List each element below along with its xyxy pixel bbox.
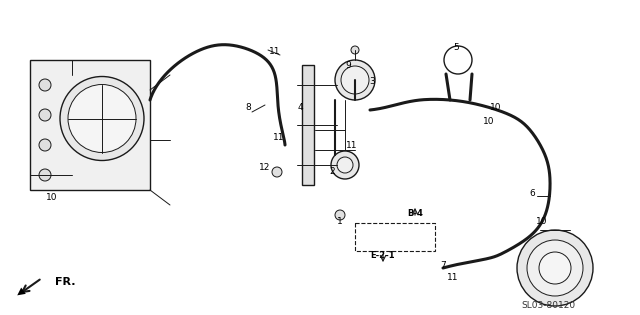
Text: 9: 9 [345, 61, 351, 71]
Text: 12: 12 [259, 163, 271, 173]
Circle shape [39, 169, 51, 181]
Text: 10: 10 [46, 193, 58, 203]
Text: 2: 2 [329, 168, 335, 176]
Text: E-2-1: E-2-1 [371, 251, 396, 261]
Circle shape [331, 151, 359, 179]
Circle shape [39, 109, 51, 121]
Text: SL03-80120: SL03-80120 [521, 301, 575, 310]
Circle shape [39, 139, 51, 151]
Bar [355, 223, 435, 251]
Text: 8: 8 [245, 104, 251, 112]
Circle shape [60, 77, 144, 161]
Text: 11: 11 [346, 140, 358, 150]
Text: 6: 6 [529, 188, 535, 198]
Text: FR.: FR. [55, 277, 76, 287]
Circle shape [539, 252, 571, 284]
Text: 11: 11 [269, 48, 281, 56]
Circle shape [341, 66, 369, 94]
Circle shape [351, 46, 359, 54]
Text: 1: 1 [337, 217, 343, 226]
Text: 11: 11 [273, 134, 285, 142]
Circle shape [517, 230, 593, 306]
Circle shape [337, 157, 353, 173]
Circle shape [335, 210, 345, 220]
Text: 3: 3 [369, 77, 375, 87]
Text: 10: 10 [490, 104, 502, 112]
Bar [30, 60, 150, 190]
Text: 5: 5 [453, 43, 459, 51]
Circle shape [335, 60, 375, 100]
Text: 10: 10 [536, 217, 548, 226]
Text: 10: 10 [483, 117, 495, 127]
Circle shape [527, 240, 583, 296]
Text: 7: 7 [440, 261, 446, 270]
Circle shape [68, 84, 136, 152]
Circle shape [272, 167, 282, 177]
Circle shape [39, 79, 51, 91]
Text: 4: 4 [297, 102, 303, 112]
Text: B-4: B-4 [407, 209, 423, 217]
Bar [302, 65, 314, 185]
Text: 11: 11 [447, 273, 459, 283]
